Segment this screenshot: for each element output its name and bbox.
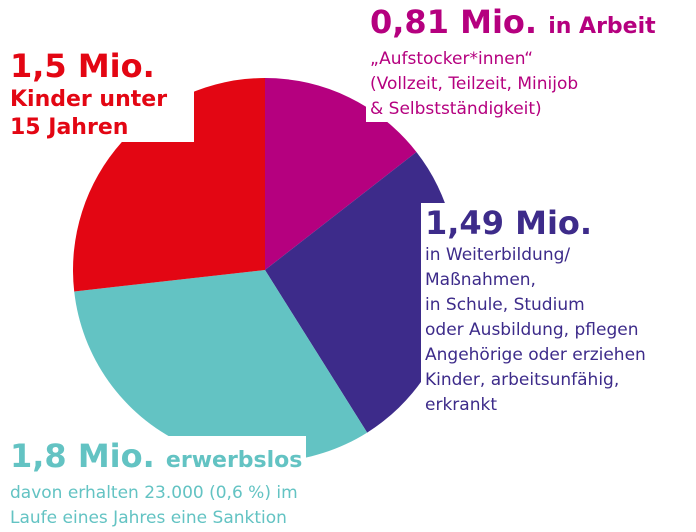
detail-line: Angehörige oder erziehen <box>425 345 646 365</box>
slice-label: 0,81 Mio. in Arbeit „Aufstocker*innen“ (Vo… <box>366 2 660 122</box>
value-label: 1,49 Mio. <box>425 203 646 243</box>
value-label: 1,8 Mio. erwerbslos <box>10 436 302 481</box>
detail-line: & Selbstständigkeit) <box>370 99 542 119</box>
detail-line: in Schule, Studium <box>425 295 585 315</box>
value-text: 1,49 Mio. <box>425 204 593 242</box>
slice-label: 1,49 Mio. in Weiterbildung/Maßnahmen, in S… <box>421 203 650 418</box>
detail-line: davon erhalten 23.000 (0,6 %) im <box>10 483 298 503</box>
category-label: in Arbeit <box>548 14 656 39</box>
pie-slice <box>265 78 417 270</box>
detail-line: erkrankt <box>425 395 497 415</box>
detail-line: oder Ausbildung, pflegen <box>425 320 639 340</box>
value-text: 1,8 Mio. <box>10 437 155 475</box>
pie-slice <box>74 270 368 462</box>
detail-line: „Aufstocker*innen“ <box>370 49 534 69</box>
pie-slice <box>265 151 457 433</box>
category-label: erwerbslos <box>165 448 303 473</box>
value-text: 1,5 Mio. <box>10 47 155 85</box>
slice-label: 1,8 Mio. erwerbslos davon erhalten 23.000… <box>6 436 307 531</box>
detail-line: Kinder, arbeitsunfähig, <box>425 370 620 390</box>
value-label: 1,5 Mio. <box>10 46 190 86</box>
detail-line: (Vollzeit, Teilzeit, Minijob <box>370 74 579 94</box>
detail-line: Laufe eines Jahres eine Sanktion <box>10 508 287 528</box>
value-label: 0,81 Mio. in Arbeit <box>370 2 656 47</box>
detail-line: Maßnahmen, <box>425 270 536 290</box>
pie-slice <box>72 78 265 292</box>
value-text: 0,81 Mio. <box>370 3 538 41</box>
detail-line: in Weiterbildung/ <box>425 245 571 265</box>
slice-label: 1,5 Mio. Kinder unter 15 Jahren <box>6 46 194 142</box>
category-label: Kinder unter 15 Jahren <box>10 87 168 140</box>
